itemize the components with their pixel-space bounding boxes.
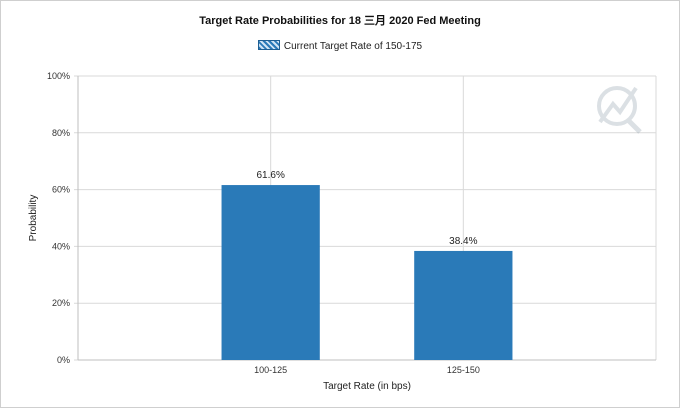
x-tick-label: 100-125 <box>254 365 287 375</box>
y-tick-label: 100% <box>47 71 70 81</box>
x-tick-labels: 100-125 125-150 <box>254 365 480 375</box>
y-tick-label: 20% <box>52 298 70 308</box>
bar <box>221 185 320 360</box>
y-tick-label: 0% <box>57 355 70 365</box>
y-axis-label: Probability <box>28 195 39 242</box>
legend-label: Current Target Rate of 150-175 <box>283 41 423 52</box>
y-tick-label: 40% <box>52 241 70 251</box>
y-tick-labels: 0% 20% 40% 60% 80% 100% <box>47 71 70 365</box>
legend: Current Target Rate of 150-175 <box>0 40 680 52</box>
x-axis-label: Target Rate (in bps) <box>323 381 411 392</box>
bar <box>414 250 513 360</box>
x-tick-label: 125-150 <box>447 365 480 375</box>
chart-title: Target Rate Probabilities for 18 三月 2020… <box>199 15 481 27</box>
data-label: 38.4% <box>449 236 477 247</box>
y-tick-label: 80% <box>52 128 70 138</box>
y-tick-label: 60% <box>52 185 70 195</box>
grid <box>74 75 657 361</box>
watermark-logo <box>597 86 642 134</box>
data-label: 61.6% <box>256 170 284 181</box>
legend-swatch <box>257 40 280 50</box>
bars: 61.6% 38.4% <box>221 170 513 360</box>
